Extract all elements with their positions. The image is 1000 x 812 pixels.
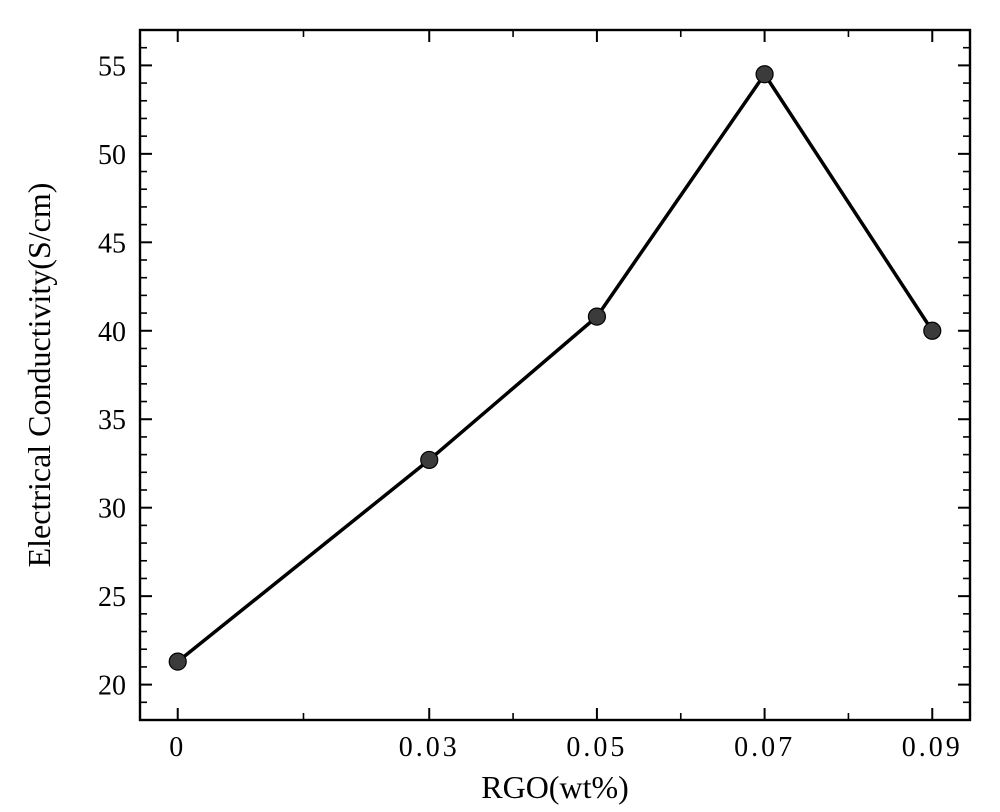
y-tick-label: 40 [98,317,126,348]
series-marker [588,308,605,325]
series-marker [169,653,186,670]
line-chart: 0 0.03 0.05 0.07 0.09 20 25 30 35 40 45 50 55 RGO(wt%… [0,0,1000,812]
series-marker [924,322,941,339]
x-tick-label: 0.03 [399,732,460,763]
x-tick-label: 0.09 [902,732,963,763]
x-tick-label: 0 [169,732,186,763]
y-tick-label: 25 [98,582,126,613]
chart-container: 0 0.03 0.05 0.07 0.09 20 25 30 35 40 45 50 55 RGO(wt%… [0,0,1000,812]
x-tick-label: 0.07 [734,732,795,763]
y-tick-label: 55 [98,51,126,82]
x-tick-label: 0.05 [566,732,627,763]
series-marker [756,66,773,83]
x-axis-label: RGO(wt%) [481,769,629,805]
series-marker [421,451,438,468]
y-tick-label: 45 [98,228,126,259]
y-tick-label: 20 [98,671,126,702]
y-tick-label: 35 [98,405,126,436]
y-axis-label: Electrical Conductivity(S/cm) [21,183,57,568]
y-tick-label: 30 [98,494,126,525]
y-tick-label: 50 [98,140,126,171]
